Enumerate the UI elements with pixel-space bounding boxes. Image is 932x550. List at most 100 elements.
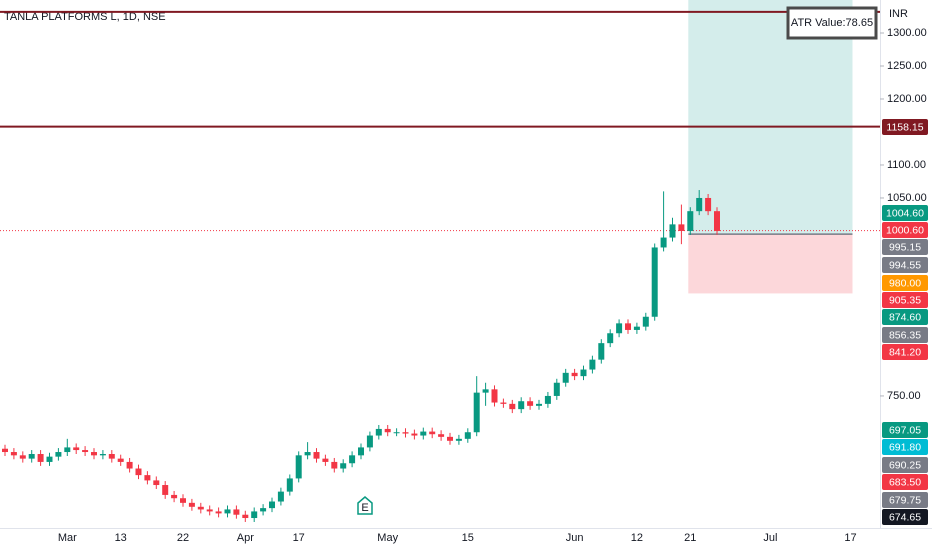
currency-label: INR [889, 8, 908, 20]
candle-body [286, 478, 293, 492]
price-badge [882, 344, 928, 360]
x-tick-label: Jun [566, 532, 584, 544]
price-badge [882, 275, 928, 291]
candle-body [607, 333, 614, 344]
candle-body [544, 395, 551, 404]
atr-box [786, 6, 878, 40]
x-tick-label: Apr [237, 532, 254, 544]
x-tick-label: 17 [844, 532, 856, 544]
candle-body [678, 224, 685, 231]
candle-body [633, 326, 640, 330]
candle-body [625, 323, 631, 330]
candle-body [242, 514, 249, 519]
candle-body [180, 498, 186, 503]
candle-body [233, 509, 240, 515]
candle-body [108, 454, 115, 459]
position-stop-zone [688, 234, 853, 294]
price-badge [882, 327, 928, 343]
atr-label: ATR Value:78.65 [791, 17, 873, 29]
candle-body [10, 452, 17, 456]
price-badge-label: 905.35 [889, 294, 921, 306]
candle-body [340, 463, 347, 469]
candle-body [393, 432, 400, 434]
candle-body [473, 392, 480, 433]
x-tick-label: 15 [462, 532, 474, 544]
candle-body [126, 461, 133, 469]
price-badge-label: 697.05 [889, 424, 921, 436]
candle-body [509, 403, 516, 410]
candle-body [402, 432, 409, 434]
price-badge [882, 509, 928, 525]
candle-body [518, 401, 525, 410]
candle-body [197, 506, 204, 510]
x-tick-label: Mar [58, 532, 77, 544]
x-tick-label: May [377, 532, 398, 544]
price-badge [882, 292, 928, 308]
candle-body [331, 461, 338, 469]
candle-body [687, 211, 694, 231]
candle-body [99, 454, 106, 456]
candle-body [438, 434, 445, 437]
candle-body [491, 389, 498, 403]
candle-body [660, 237, 667, 248]
candle-body [482, 389, 489, 393]
candle-body [117, 458, 124, 462]
candle-body [447, 436, 453, 441]
price-badge-label: 674.65 [889, 511, 921, 523]
candle-body [188, 502, 195, 507]
x-tick-label: 13 [115, 532, 127, 544]
candle-body [251, 511, 258, 519]
candle-body [384, 428, 391, 433]
price-badge-label: 683.50 [889, 476, 921, 488]
price-badge-label: 841.20 [889, 346, 921, 358]
candle-body [277, 491, 284, 502]
candle-body [598, 343, 605, 360]
price-badge-label: 874.60 [889, 311, 921, 323]
price-badge [882, 474, 928, 490]
y-tick-label: 1250.00 [887, 60, 927, 72]
candle-body [669, 224, 676, 238]
y-tick-label: 1300.00 [887, 27, 927, 39]
price-badge [882, 119, 928, 135]
x-tick-label: 22 [177, 532, 189, 544]
candle-body [64, 447, 71, 453]
candle-body [429, 431, 436, 435]
price-badge-label: 1000.60 [886, 224, 924, 236]
candle-body [144, 475, 151, 481]
price-badge [882, 422, 928, 438]
price-badge [882, 257, 928, 273]
candle-body [527, 401, 534, 406]
candle-body [313, 452, 320, 459]
price-badge [882, 457, 928, 473]
candle-body [500, 402, 507, 404]
candle-body [28, 454, 35, 459]
candle-body [696, 197, 703, 212]
candle-body [714, 211, 720, 231]
candle-body [162, 485, 169, 495]
candle-body [304, 452, 311, 456]
y-tick-label: 1050.00 [887, 192, 927, 204]
price-badge [882, 309, 928, 325]
candle-body [295, 455, 302, 479]
price-badge-label: 995.15 [889, 241, 921, 253]
price-badge-label: 691.80 [889, 441, 921, 453]
candle-body [366, 435, 373, 448]
candle-body [215, 511, 222, 514]
candle-body [206, 509, 213, 512]
earnings-icon [357, 496, 373, 515]
candle-body [358, 447, 364, 456]
price-badge [882, 222, 928, 238]
price-badge-label: 1004.60 [886, 207, 924, 219]
y-tick-label: 1200.00 [887, 93, 927, 105]
candle-body [553, 382, 560, 396]
candle-body [571, 372, 578, 377]
candle-body [135, 468, 142, 476]
candle-body [322, 458, 329, 462]
price-badge [882, 439, 928, 455]
candle-body [19, 455, 26, 459]
candle-body [82, 450, 89, 453]
candle-body [91, 452, 97, 456]
